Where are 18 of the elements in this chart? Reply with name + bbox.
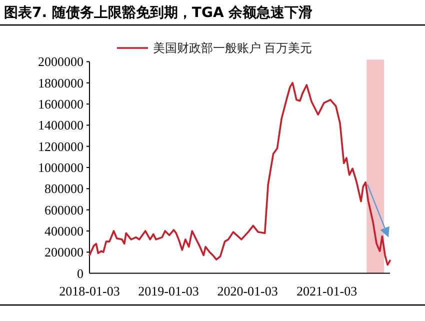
y-tick-label: 800000 (44, 181, 84, 196)
y-tick-label: 200000 (44, 244, 84, 260)
legend-label: 美国财政部一般账户 百万美元 (153, 41, 312, 55)
y-tick-label: 1400000 (38, 118, 84, 133)
y-tick-label: 1600000 (38, 96, 84, 112)
chart-title: 图表7. 随债务上限豁免到期，TGA 余额急速下滑 (4, 4, 313, 21)
y-tick-label: 1200000 (38, 138, 84, 154)
x-tick-label: 2021-01-03 (296, 283, 358, 298)
y-tick-label: 400000 (44, 223, 84, 238)
x-tick-label: 2020-01-03 (217, 283, 278, 298)
x-tick-label: 2018-01-03 (59, 283, 120, 298)
y-tick-label: 1800000 (38, 75, 84, 90)
y-tick-label: 2000000 (38, 54, 84, 70)
x-tick-label: 2019-01-03 (138, 283, 199, 298)
y-tick-label: 600000 (44, 202, 84, 218)
y-tick-label: 0 (77, 266, 84, 281)
y-tick-label: 1000000 (38, 160, 84, 175)
line-series (88, 82, 391, 266)
